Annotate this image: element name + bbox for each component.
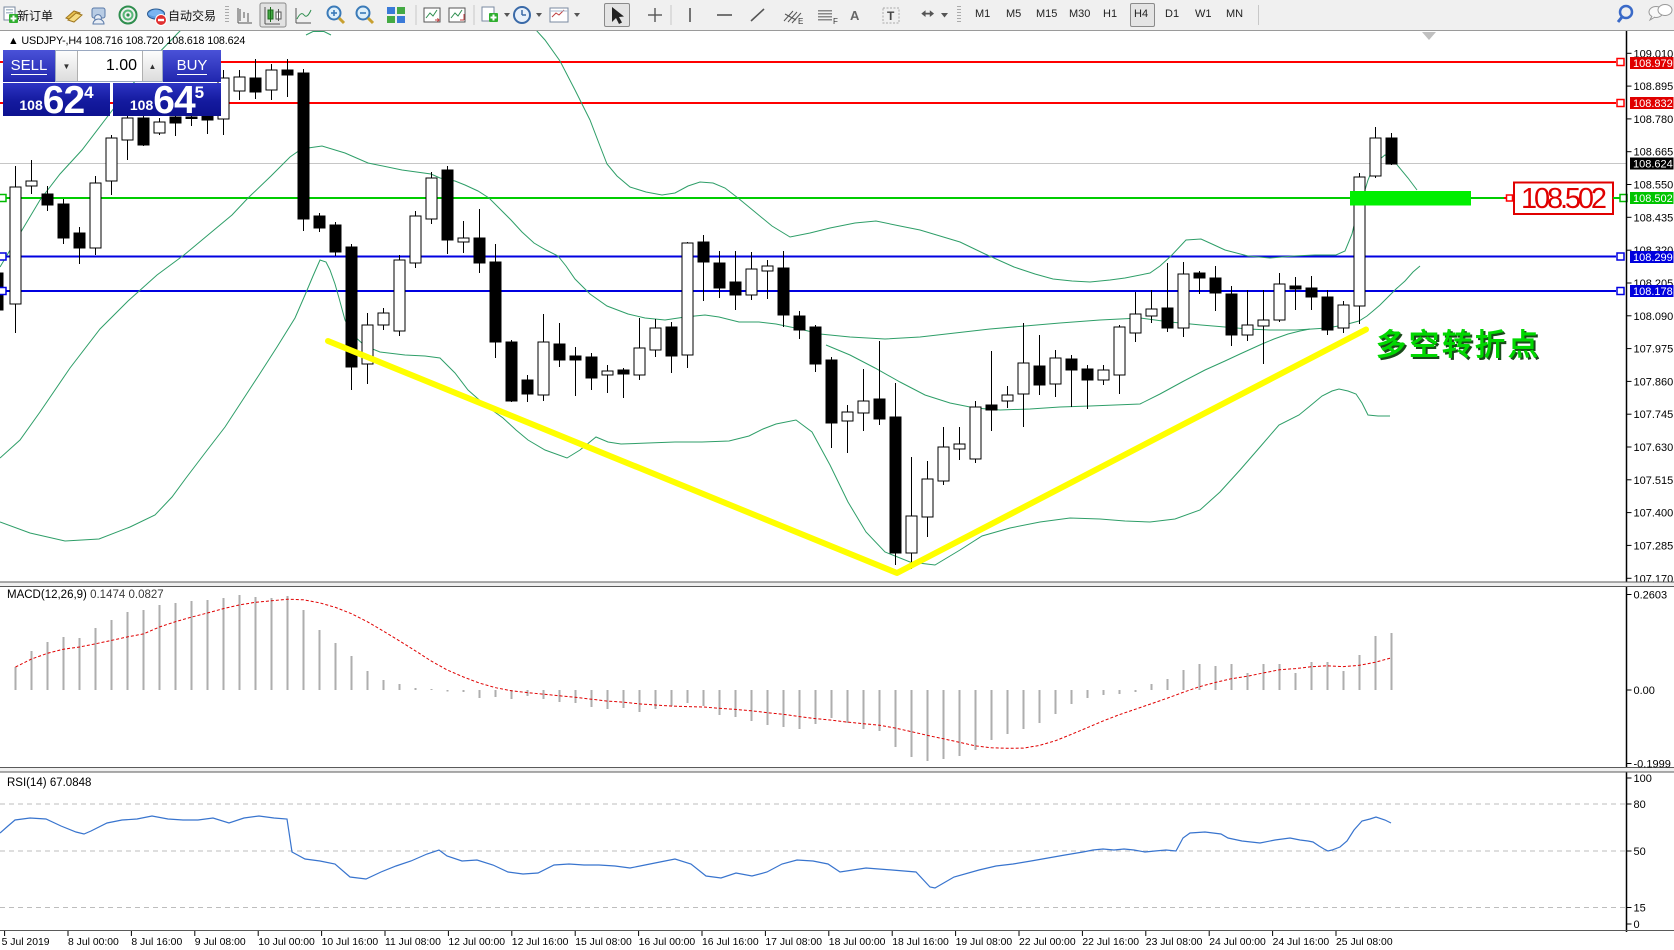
svg-text:107.400: 107.400 xyxy=(1634,508,1674,520)
svg-text:8 Jul 16:00: 8 Jul 16:00 xyxy=(131,937,182,948)
svg-text:80: 80 xyxy=(1634,799,1646,811)
svg-text:8 Jul 00:00: 8 Jul 00:00 xyxy=(68,937,119,948)
svg-text:10 Jul 16:00: 10 Jul 16:00 xyxy=(322,937,379,948)
svg-text:108.502: 108.502 xyxy=(1633,193,1673,205)
svg-text:RSI(14) 67.0848: RSI(14) 67.0848 xyxy=(7,777,91,789)
svg-text:19 Jul 08:00: 19 Jul 08:00 xyxy=(956,937,1013,948)
svg-text:108.502: 108.502 xyxy=(1521,183,1607,215)
svg-text:0.00: 0.00 xyxy=(1634,685,1655,697)
svg-text:24 Jul 00:00: 24 Jul 00:00 xyxy=(1209,937,1266,948)
svg-text:50: 50 xyxy=(1634,846,1646,858)
svg-text:T: T xyxy=(887,9,895,23)
svg-text:MACD(12,26,9) 0.1474 0.0827: MACD(12,26,9) 0.1474 0.0827 xyxy=(7,589,164,601)
svg-text:F: F xyxy=(833,17,838,26)
svg-text:12 Jul 16:00: 12 Jul 16:00 xyxy=(512,937,569,948)
svg-text:108.550: 108.550 xyxy=(1634,180,1674,192)
svg-text:E: E xyxy=(798,17,803,26)
svg-text:5 Jul 2019: 5 Jul 2019 xyxy=(2,937,50,948)
svg-text:23 Jul 08:00: 23 Jul 08:00 xyxy=(1146,937,1203,948)
svg-text:108.665: 108.665 xyxy=(1634,147,1674,159)
svg-text:11 Jul 08:00: 11 Jul 08:00 xyxy=(385,937,441,948)
svg-text:22 Jul 00:00: 22 Jul 00:00 xyxy=(1019,937,1076,948)
svg-text:15 Jul 08:00: 15 Jul 08:00 xyxy=(575,937,632,948)
svg-text:108.624: 108.624 xyxy=(1633,159,1673,171)
svg-text:108.090: 108.090 xyxy=(1634,311,1674,323)
svg-text:107.745: 107.745 xyxy=(1634,409,1674,421)
svg-text:10 Jul 00:00: 10 Jul 00:00 xyxy=(258,937,315,948)
svg-text:-0.1999: -0.1999 xyxy=(1634,759,1671,771)
svg-text:108.895: 108.895 xyxy=(1634,81,1674,93)
svg-text:▲ USDJPY-,H4 108.716 108.720: ▲ USDJPY-,H4 108.716 108.720 108.618 108… xyxy=(8,35,245,47)
svg-text:18 Jul 16:00: 18 Jul 16:00 xyxy=(892,937,949,948)
svg-text:18 Jul 00:00: 18 Jul 00:00 xyxy=(829,937,886,948)
svg-text:15: 15 xyxy=(1634,903,1646,915)
svg-text:107.860: 107.860 xyxy=(1634,376,1674,388)
svg-text:108.178: 108.178 xyxy=(1633,286,1673,298)
svg-text:16 Jul 16:00: 16 Jul 16:00 xyxy=(702,937,759,948)
svg-text:107.975: 107.975 xyxy=(1634,344,1674,356)
svg-text:108.979: 108.979 xyxy=(1633,58,1673,70)
svg-text:22 Jul 16:00: 22 Jul 16:00 xyxy=(1082,937,1139,948)
svg-text:25 Jul 08:00: 25 Jul 08:00 xyxy=(1336,937,1393,948)
svg-text:0.2603: 0.2603 xyxy=(1634,590,1668,602)
svg-text:16 Jul 00:00: 16 Jul 00:00 xyxy=(639,937,696,948)
svg-text:多空转折点: 多空转折点 xyxy=(1376,329,1541,362)
svg-text:多空转折点: 多空转折点 xyxy=(1378,331,1543,364)
svg-text:12 Jul 00:00: 12 Jul 00:00 xyxy=(448,937,505,948)
svg-text:108.435: 108.435 xyxy=(1634,212,1674,224)
svg-text:0: 0 xyxy=(1634,919,1640,931)
svg-text:A: A xyxy=(850,8,860,23)
svg-text:17 Jul 08:00: 17 Jul 08:00 xyxy=(765,937,822,948)
svg-text:108.780: 108.780 xyxy=(1634,114,1674,126)
svg-text:108.299: 108.299 xyxy=(1633,252,1673,264)
svg-text:107.515: 107.515 xyxy=(1634,475,1674,487)
svg-text:107.285: 107.285 xyxy=(1634,540,1674,552)
svg-text:108.832: 108.832 xyxy=(1633,98,1673,110)
svg-text:24 Jul 16:00: 24 Jul 16:00 xyxy=(1273,937,1330,948)
svg-text:100: 100 xyxy=(1634,773,1652,785)
svg-text:107.630: 107.630 xyxy=(1634,442,1674,454)
svg-text:9 Jul 08:00: 9 Jul 08:00 xyxy=(195,937,246,948)
